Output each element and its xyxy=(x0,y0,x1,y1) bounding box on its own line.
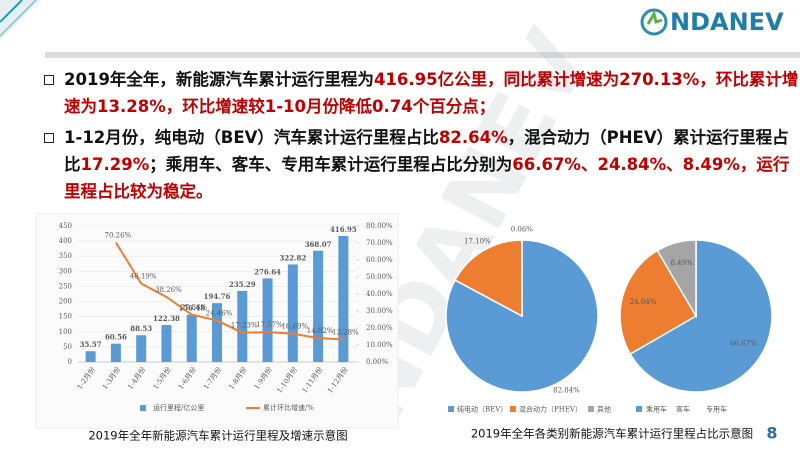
y-tick-label: 300 xyxy=(59,267,72,275)
legend-label: 客车 xyxy=(676,405,690,414)
line-value-label: 17.23% xyxy=(231,322,258,330)
legend-swatch xyxy=(588,406,594,412)
bar-value-label: 322.82 xyxy=(279,253,306,262)
bar xyxy=(313,250,324,362)
y-tick-label: 50 xyxy=(63,343,72,351)
bar-value-label: 88.53 xyxy=(130,324,152,333)
legend-label: 专用车 xyxy=(706,405,727,414)
bar-value-label: 122.38 xyxy=(153,314,180,323)
bar xyxy=(237,290,248,362)
line-value-label: 70.26% xyxy=(105,232,132,240)
legend-swatch xyxy=(636,406,642,412)
bullet-run: 82.64% xyxy=(438,128,508,147)
slice-label: 8.49% xyxy=(670,259,693,267)
y2-tick-label: 0.00% xyxy=(366,358,389,366)
line-value-label: 16.69% xyxy=(281,323,308,331)
bullet: 1-12月份，纯电动（BEV）汽车累计运行里程占比82.64%，混合动力（PHE… xyxy=(42,124,800,205)
legend-label: 其他 xyxy=(597,405,611,414)
legend-label: 纯电动（BEV） xyxy=(457,405,507,414)
bar-value-label: 276.64 xyxy=(254,267,281,276)
y-tick-label: 0 xyxy=(68,358,72,366)
pie-slice xyxy=(619,249,698,356)
y-tick-label: 350 xyxy=(59,252,72,260)
bullet-run: 66.67%、24.84%、8.49%，运行里程占比较为稳定。 xyxy=(64,155,790,201)
bar xyxy=(85,351,96,362)
legend-swatch xyxy=(448,406,454,412)
logo-icon xyxy=(646,10,663,25)
bar-value-label: 416.95 xyxy=(330,225,357,234)
bar-value-label: 194.76 xyxy=(204,292,231,301)
line-value-label: 24.46% xyxy=(206,309,233,317)
bar xyxy=(287,264,298,362)
bullet-run: 1-12月份，纯电动（BEV）汽车累计运行里程占比 xyxy=(64,128,439,147)
pie-slice xyxy=(629,239,773,393)
bar xyxy=(186,314,197,362)
y2-tick-label: 50.00% xyxy=(366,273,393,281)
y2-tick-label: 10.00% xyxy=(366,341,393,349)
y-tick-label: 200 xyxy=(59,298,72,306)
bar xyxy=(161,325,172,362)
header-bar xyxy=(45,52,800,58)
bar xyxy=(338,235,349,362)
y2-tick-label: 80.00% xyxy=(366,222,393,230)
line-value-label: 46.19% xyxy=(130,272,157,280)
line-value-label: 38.26% xyxy=(155,286,182,294)
bar xyxy=(136,335,147,362)
y2-tick-label: 30.00% xyxy=(366,307,393,315)
y-tick-label: 100 xyxy=(59,328,72,336)
y-tick-label: 400 xyxy=(59,237,72,245)
line-value-label: 27.86% xyxy=(180,304,207,312)
corner-stripe xyxy=(0,0,23,23)
chart-caption: 2019年全年各类别新能源汽车累计运行里程占比示意图 xyxy=(471,427,753,441)
line-value-label: 17.57% xyxy=(256,321,283,329)
line xyxy=(115,242,344,341)
legend-label: 运行里程/亿公里 xyxy=(153,403,204,412)
legend-swatch xyxy=(140,405,146,411)
slice-label: 24.84% xyxy=(630,298,657,306)
y-tick-label: 150 xyxy=(59,313,72,321)
bullet-run: 416.95亿公里，同比累计增速为270.13%，环比累计增速为13.28%，环… xyxy=(64,70,799,116)
y2-tick-label: 70.00% xyxy=(366,239,393,247)
bar xyxy=(262,278,273,362)
bar-value-label: 156.48 xyxy=(178,304,205,313)
y-tick-label: 450 xyxy=(59,222,72,230)
slice-label: 17.10% xyxy=(464,238,491,246)
y2-tick-label: 20.00% xyxy=(366,324,393,332)
corner-decoration xyxy=(0,0,40,40)
pie-slice xyxy=(454,239,523,318)
bar-value-label: 35.57 xyxy=(80,340,102,349)
y-tick-label: 250 xyxy=(59,282,72,290)
bar xyxy=(110,343,121,362)
slice-label: 82.84% xyxy=(553,386,580,394)
bar xyxy=(212,303,222,362)
legend-swatch xyxy=(510,406,516,412)
legend-label: 乘用车 xyxy=(646,405,667,414)
chart-caption: 2019年全年新能源汽车累计运行里程及增速示意图 xyxy=(88,429,347,443)
line-value-label: 13.28% xyxy=(332,328,359,336)
corner-stripe xyxy=(0,0,37,37)
legend-label: 累计环比增速/% xyxy=(263,403,314,412)
bullet-run: 17.29% xyxy=(80,155,150,174)
y2-tick-label: 40.00% xyxy=(366,290,393,298)
logo-icon xyxy=(640,8,668,36)
pie-slice xyxy=(656,239,697,319)
bullet-run: ；乘用车、客车、专用车累计运行里程占比分别为 xyxy=(149,155,513,174)
line-value-label: 14.02% xyxy=(307,327,334,335)
page-number: 8 xyxy=(766,424,777,443)
slice-label: 0.06% xyxy=(511,225,534,233)
logo-text: NDANEV xyxy=(670,8,784,36)
bullet: 2019年全年，新能源汽车累计运行里程为416.95亿公里，同比累计增速为270… xyxy=(42,66,800,120)
legend-label: 混合动力（PHEV） xyxy=(519,405,582,414)
bar-value-label: 368.07 xyxy=(305,240,332,249)
bar-value-label: 235.29 xyxy=(229,280,256,289)
bar-value-label: 60.56 xyxy=(105,333,127,342)
bullet-run: ，混合动力（PHEV）累计运行里程占比 xyxy=(64,128,789,174)
y2-tick-label: 60.00% xyxy=(366,256,393,264)
bullet-run: 2019年全年，新能源汽车累计运行里程为 xyxy=(64,70,374,89)
slice-label: 66.67% xyxy=(730,339,757,347)
